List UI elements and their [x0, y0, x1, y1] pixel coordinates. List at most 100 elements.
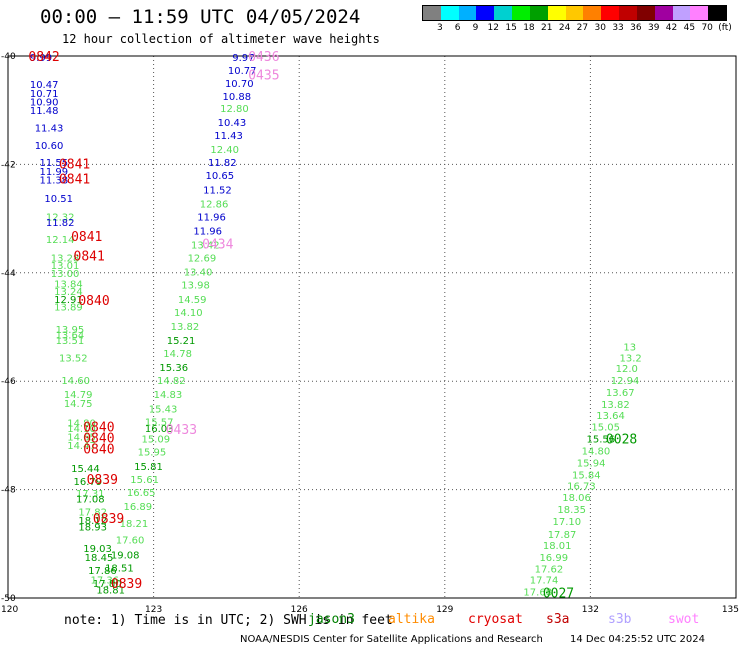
latitude-tick-label: -50 [1, 594, 16, 604]
wave-height-value: 13.01 [51, 261, 80, 272]
legend-label: 15 [505, 23, 517, 33]
legend-label: 21 [541, 23, 553, 33]
longitude-tick-label: 129 [436, 605, 453, 615]
longitude-tick-label: 123 [145, 605, 162, 615]
wave-height-value: 18.81 [96, 585, 125, 596]
wave-height-value: 16.65 [127, 488, 156, 499]
legend-label: 18 [523, 23, 535, 33]
pass-time-label: 0028 [606, 433, 637, 448]
pass-time-label: 0839 [93, 512, 124, 527]
wave-height-value: 13.00 [51, 269, 80, 280]
mission-label-cryosat: cryosat [468, 612, 523, 627]
pass-time-label: 0435 [248, 68, 279, 83]
mission-label-s3b: s3b [608, 612, 632, 627]
legend-label: 45 [683, 23, 696, 33]
wave-height-value: 18.51 [105, 564, 134, 575]
pass-time-label: 0840 [83, 421, 114, 436]
wave-height-value: 14.78 [163, 349, 192, 360]
wave-height-value: 18.45 [85, 553, 114, 564]
wave-height-value: 18.12 [78, 516, 107, 527]
pass-time-label: 0840 [78, 294, 109, 309]
wave-height-value: 12.32 [46, 212, 75, 223]
latitude-ticks: -40 -42 -44 -46 -48 -50 [1, 52, 16, 604]
legend-swatch [672, 6, 691, 20]
wave-height-value: 10.65 [206, 171, 235, 182]
legend-label: 24 [558, 23, 571, 33]
legend-swatch [494, 6, 513, 20]
wave-height-value: 15.61 [130, 475, 159, 486]
longitude-tick-label: 135 [722, 605, 739, 615]
wave-height-value: 17.31 [76, 489, 105, 500]
wave-height-value: 12.0 [616, 364, 638, 375]
wave-height-value: 14.80 [582, 447, 611, 458]
wave-height-value: 10.88 [223, 92, 252, 103]
wave-height-value: 17.08 [76, 494, 105, 505]
graticule [8, 56, 736, 598]
footer-note: note: 1) Time is in UTC; 2) SWH is in fe… [64, 613, 393, 628]
wave-height-value: 17.68 [523, 587, 552, 598]
wave-height-value: 18.21 [120, 519, 149, 530]
wave-height-value: 16.99 [539, 553, 568, 564]
pass-time-label: 0841 [71, 230, 102, 245]
wave-height-value: 16.73 [567, 481, 596, 492]
swh-color-legend: 3 6 9 12 15 18 21 24 27 30 33 36 39 42 45 70 (ft) [422, 5, 740, 33]
wave-height-value: 11.82 [46, 218, 75, 229]
wave-height-value: 14.60 [61, 376, 90, 387]
pass-time-label: 0840 [83, 442, 114, 457]
pass-time-label: 0839 [87, 473, 118, 488]
latitude-tick-label: -44 [1, 269, 16, 279]
wave-height-value: 17.82 [78, 507, 107, 518]
map-frame [7, 55, 737, 599]
wave-height-value: 13.64 [56, 331, 85, 342]
legend-label: 36 [630, 23, 642, 33]
legend-swatch [565, 6, 584, 20]
wave-height-value: 14.47 [67, 441, 96, 452]
wave-height-value: 12.14 [46, 235, 75, 246]
wave-height-value: 15.36 [159, 363, 188, 374]
wave-height-value: 11.96 [193, 227, 222, 238]
legend-swatch [458, 6, 477, 20]
wave-height-value: 14.65 [67, 432, 96, 443]
wave-height-value: 13 [623, 343, 636, 354]
wave-height-value: 10.51 [44, 194, 73, 205]
wave-height-value: 16.03 [145, 424, 174, 435]
wave-height-value: 11.55 [40, 158, 69, 169]
wave-height-value: 14.10 [67, 424, 96, 435]
wave-height-value: 11.43 [214, 131, 243, 142]
wave-height-value: 10.90 [30, 98, 59, 109]
wave-height-value: 19.03 [83, 544, 112, 555]
pass-time-label: 0434 [202, 238, 233, 253]
legend-label: 33 [612, 23, 624, 33]
wave-height-value: 13.24 [54, 287, 83, 298]
wave-height-value: 13.82 [601, 400, 630, 411]
latitude-tick-label: -48 [1, 486, 16, 496]
wave-height-value: 10.43 [218, 118, 247, 129]
wave-height-value: 13.28 [51, 254, 80, 265]
wave-height-value: 16.79 [74, 477, 103, 488]
pass-time-label: 0433 [166, 423, 197, 438]
wave-height-value: 11.48 [30, 106, 59, 117]
mission-label-s3a: s3a [546, 612, 570, 627]
wave-height-value: 14.59 [178, 295, 207, 306]
wave-height-value: 18.35 [557, 505, 586, 516]
mission-label-jason3: jason3 [308, 612, 355, 627]
legend-label: 3 [436, 23, 443, 33]
legend-label: 39 [647, 23, 660, 33]
wave-height-value: 10.70 [225, 79, 254, 90]
wave-height-value: 17.60 [116, 535, 145, 546]
wave-height-value: 17.80 [93, 579, 122, 590]
legend-swatch [690, 6, 709, 20]
mission-label-swot: swot [668, 612, 700, 627]
wave-height-value: 18.01 [543, 541, 572, 552]
wave-height-value: 13.95 [56, 325, 85, 336]
wave-height-value: 14.82 [157, 376, 186, 387]
legend-swatch [636, 6, 655, 20]
wave-height-value: 12.40 [210, 145, 239, 156]
pass-time-label: 0839 [111, 577, 142, 592]
legend-label: 30 [594, 23, 606, 33]
wave-height-value: 17.74 [530, 576, 559, 587]
wave-height-value: 13.89 [54, 302, 83, 313]
legend-swatch [423, 6, 441, 20]
wave-height-value: 10.60 [35, 141, 64, 152]
wave-height-value: 14.10 [174, 308, 203, 319]
